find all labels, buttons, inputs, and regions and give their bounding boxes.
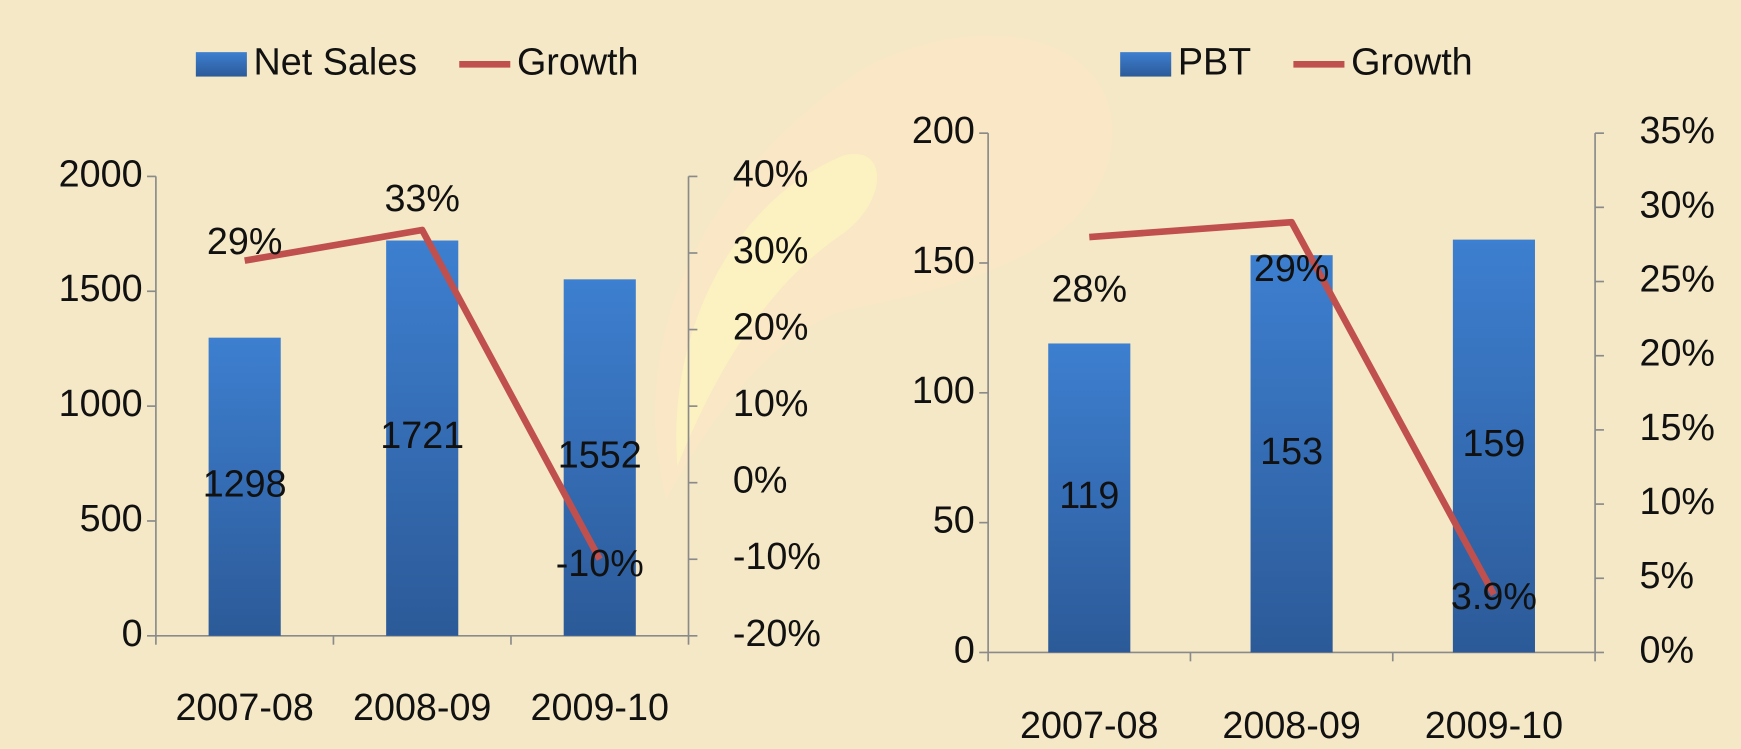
data-label: -10% xyxy=(556,542,644,584)
y2-tick-label: 30% xyxy=(1639,183,1715,225)
y-tick-label: 0 xyxy=(954,628,975,670)
y-tick-label: 0 xyxy=(122,612,143,654)
y2-tick-label: -20% xyxy=(733,612,821,654)
data-label: 28% xyxy=(1052,267,1128,309)
y-tick-label: 150 xyxy=(912,239,975,281)
y2-tick-label: 40% xyxy=(733,152,808,194)
y2-tick-label: 10% xyxy=(733,382,808,424)
x-tick-label: 2008-09 xyxy=(353,686,491,728)
y2-tick-label: 20% xyxy=(1639,332,1715,374)
data-label: 33% xyxy=(384,177,460,219)
y2-tick-label: 15% xyxy=(1639,406,1715,448)
legend-label: Net Sales xyxy=(254,40,418,82)
data-label: 29% xyxy=(207,220,283,262)
y2-tick-label: 10% xyxy=(1639,480,1715,522)
y-tick-label: 50 xyxy=(933,499,975,541)
data-label: 29% xyxy=(1254,247,1330,289)
legend-swatch xyxy=(196,52,247,76)
data-label: 1552 xyxy=(558,434,642,476)
y-tick-label: 1000 xyxy=(59,382,143,424)
y2-tick-label: 30% xyxy=(733,229,808,271)
y-tick-label: 100 xyxy=(912,369,975,411)
y2-tick-label: 0% xyxy=(1639,628,1694,670)
x-tick-label: 2007-08 xyxy=(175,686,313,728)
x-tick-label: 2009-10 xyxy=(531,686,669,728)
x-tick-label: 2007-08 xyxy=(1020,704,1158,746)
data-label: 153 xyxy=(1260,430,1323,472)
data-label: 1298 xyxy=(203,463,287,505)
y2-tick-label: 25% xyxy=(1639,257,1715,299)
data-label: 119 xyxy=(1059,474,1119,516)
y2-tick-label: 0% xyxy=(733,459,788,501)
y-tick-label: 500 xyxy=(80,497,143,539)
y2-tick-label: -10% xyxy=(733,535,821,577)
legend-label: Growth xyxy=(517,40,639,82)
data-label: 3.9% xyxy=(1451,575,1537,617)
data-label: 1721 xyxy=(380,414,464,456)
legend-swatch xyxy=(1120,52,1171,76)
chart: 0500100015002000-20%-10%0%10%20%30%40%20… xyxy=(0,0,1741,749)
legend-label: Growth xyxy=(1351,40,1473,82)
data-label: 159 xyxy=(1462,422,1525,464)
y-tick-label: 2000 xyxy=(59,152,143,194)
x-tick-label: 2008-09 xyxy=(1222,704,1360,746)
y2-tick-label: 35% xyxy=(1639,109,1715,151)
y2-tick-label: 20% xyxy=(733,306,808,348)
page: {"chart_data": [ {"type": "bar", "catego… xyxy=(0,0,1741,749)
x-tick-label: 2009-10 xyxy=(1425,704,1563,746)
y-tick-label: 200 xyxy=(912,109,975,151)
y-tick-label: 1500 xyxy=(59,267,143,309)
legend-label: PBT xyxy=(1178,40,1251,82)
y2-tick-label: 5% xyxy=(1639,554,1694,596)
